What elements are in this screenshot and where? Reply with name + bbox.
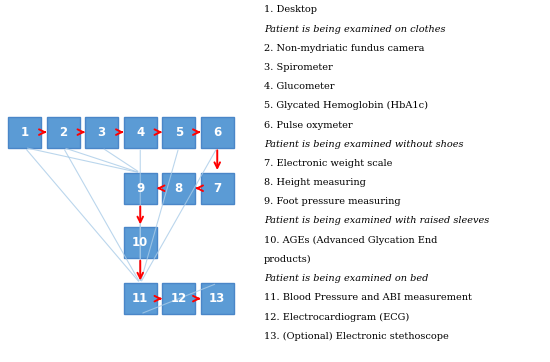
Text: 4: 4	[136, 126, 144, 139]
FancyBboxPatch shape	[162, 283, 195, 314]
FancyBboxPatch shape	[201, 283, 234, 314]
FancyBboxPatch shape	[162, 117, 195, 148]
Text: 6. Pulse oxymeter: 6. Pulse oxymeter	[264, 121, 353, 130]
Text: 7. Electronic weight scale: 7. Electronic weight scale	[264, 159, 392, 168]
Text: 9. Foot pressure measuring: 9. Foot pressure measuring	[264, 197, 400, 206]
Text: 11. Blood Pressure and ABI measurement: 11. Blood Pressure and ABI measurement	[264, 293, 472, 302]
FancyBboxPatch shape	[47, 117, 80, 148]
Text: Patient is being examined on bed: Patient is being examined on bed	[264, 274, 428, 283]
Text: 3: 3	[98, 126, 106, 139]
Text: 10: 10	[132, 236, 148, 249]
FancyBboxPatch shape	[124, 173, 157, 203]
Text: 13: 13	[209, 292, 226, 305]
Text: 9: 9	[136, 182, 144, 195]
FancyBboxPatch shape	[8, 117, 41, 148]
Text: 2. Non-mydriatic fundus camera: 2. Non-mydriatic fundus camera	[264, 44, 425, 53]
Text: 8: 8	[175, 182, 183, 195]
Text: Patient is being examined with raised sleeves: Patient is being examined with raised sl…	[264, 216, 490, 226]
Text: 11: 11	[132, 292, 148, 305]
Text: 4. Glucometer: 4. Glucometer	[264, 82, 334, 91]
Text: 12: 12	[170, 292, 187, 305]
Text: 5. Glycated Hemoglobin (HbA1c): 5. Glycated Hemoglobin (HbA1c)	[264, 101, 428, 110]
Text: 1: 1	[21, 126, 29, 139]
Text: 7: 7	[213, 182, 221, 195]
Text: 1. Desktop: 1. Desktop	[264, 5, 317, 14]
Text: 12. Electrocardiogram (ECG): 12. Electrocardiogram (ECG)	[264, 312, 409, 321]
Text: 10. AGEs (Advanced Glycation End: 10. AGEs (Advanced Glycation End	[264, 236, 437, 245]
FancyBboxPatch shape	[201, 117, 234, 148]
Text: 5: 5	[175, 126, 183, 139]
Text: Patient is being examined without shoes: Patient is being examined without shoes	[264, 140, 464, 149]
FancyBboxPatch shape	[201, 173, 234, 203]
FancyBboxPatch shape	[85, 117, 118, 148]
Text: 13. (Optional) Electronic stethoscope: 13. (Optional) Electronic stethoscope	[264, 332, 449, 341]
Text: 6: 6	[213, 126, 221, 139]
FancyBboxPatch shape	[162, 173, 195, 203]
FancyBboxPatch shape	[124, 283, 157, 314]
Text: Patient is being examined on clothes: Patient is being examined on clothes	[264, 25, 446, 34]
FancyBboxPatch shape	[124, 117, 157, 148]
Text: 8. Height measuring: 8. Height measuring	[264, 178, 366, 187]
FancyBboxPatch shape	[124, 227, 157, 258]
Text: 3. Spirometer: 3. Spirometer	[264, 63, 333, 72]
Text: products): products)	[264, 255, 312, 264]
Text: 2: 2	[59, 126, 67, 139]
